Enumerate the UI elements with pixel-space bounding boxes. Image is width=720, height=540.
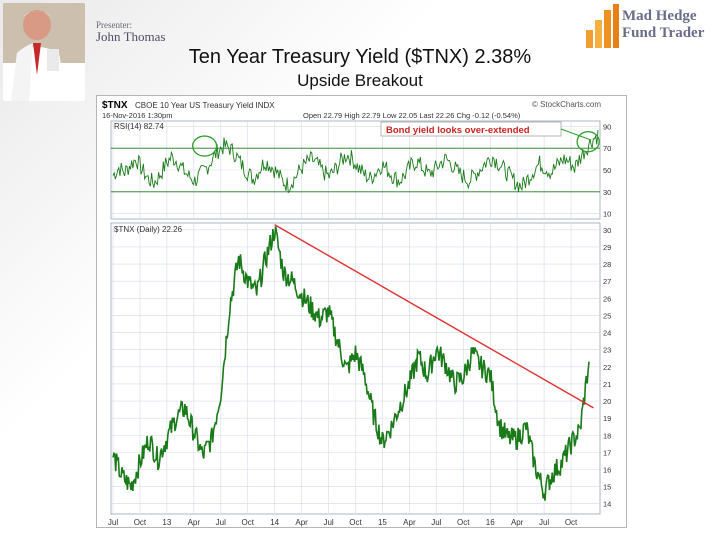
presenter-photo (3, 3, 85, 101)
mad-hedge-logo: Mad Hedge Fund Trader (584, 2, 718, 50)
price-y-tick-label: 28 (603, 260, 611, 269)
price-y-tick-label: 21 (603, 380, 611, 389)
rsi-y-tick-label: 10 (603, 210, 611, 219)
rsi-annotation-circle-2013 (191, 135, 218, 157)
x-tick-label: Jul (216, 518, 226, 527)
annotation-text: Bond yield looks over-extended (386, 125, 530, 136)
slide-title: Ten Year Treasury Yield ($TNX) 2.38% (188, 46, 532, 68)
rsi-annotation-circle-2016 (576, 131, 600, 153)
rsi-layer (112, 130, 600, 194)
grid-layer (111, 121, 600, 514)
header-symbol: $TNX (102, 100, 128, 111)
logo-line-1: Mad Hedge (622, 8, 697, 24)
price-y-tick-label: 15 (603, 483, 611, 492)
x-tick-label: Oct (349, 518, 362, 527)
annotation-pointer (560, 128, 592, 141)
price-layer (112, 224, 594, 501)
axis-layer: Jul Oct 13 Apr Jul Oct 14 Apr Jul Oct 15 Apr Jul Oct 1… (108, 122, 611, 527)
slide-subtitle: Upside Breakout (297, 71, 423, 90)
rsi-y-tick-label: 30 (603, 188, 611, 197)
x-tick-label: Jul (323, 518, 333, 527)
price-y-tick-label: 14 (603, 500, 611, 509)
x-tick-label: Apr (403, 518, 416, 527)
price-y-tick-label: 20 (603, 397, 611, 406)
x-tick-label: Jul (539, 518, 549, 527)
price-y-tick-label: 26 (603, 294, 611, 303)
x-tick-label: Jul (108, 518, 118, 527)
x-tick-label: Oct (457, 518, 470, 527)
x-tick-label: Oct (241, 518, 254, 527)
x-tick-label: Apr (511, 518, 524, 527)
rsi-y-tick-label: 90 (603, 122, 611, 131)
price-y-tick-label: 30 (603, 226, 611, 235)
price-series-line (112, 226, 590, 501)
rsi-y-tick-label: 70 (603, 144, 611, 153)
tnx-chart: $TNX CBOE 10 Year US Treasury Yield INDX… (102, 100, 611, 527)
price-y-tick-label: 22 (603, 363, 611, 372)
x-tick-label: Oct (134, 518, 147, 527)
price-y-tick-label: 24 (603, 329, 611, 338)
price-y-tick-label: 25 (603, 311, 611, 320)
price-y-tick-label: 16 (603, 465, 611, 474)
x-tick-label: 16 (486, 518, 495, 527)
price-y-tick-label: 19 (603, 414, 611, 423)
x-tick-label: Oct (565, 518, 578, 527)
presenter-portrait-icon (3, 3, 85, 101)
price-y-tick-label: 23 (603, 346, 611, 355)
price-y-tick-label: 17 (603, 448, 611, 457)
price-y-tick-label: 29 (603, 243, 611, 252)
header-description: CBOE 10 Year US Treasury Yield INDX (135, 101, 275, 110)
price-panel-label: $TNX (Daily) 22.26 (114, 225, 183, 234)
header-datetime: 16-Nov-2016 1:30pm (102, 111, 172, 120)
bar-chart-logo-icon (586, 4, 619, 48)
x-tick-label: 15 (378, 518, 387, 527)
rsi-series-line (112, 130, 599, 194)
x-tick-label: Apr (188, 518, 201, 527)
presenter-name: John Thomas (96, 29, 166, 44)
presenter-label: Presenter: (96, 20, 132, 30)
price-y-tick-label: 18 (603, 431, 611, 440)
logo-line-2: Fund Trader (622, 25, 705, 41)
rsi-y-tick-label: 50 (603, 166, 611, 175)
stockcharts-frame: $TNX CBOE 10 Year US Treasury Yield INDX… (96, 95, 627, 528)
rsi-panel-label: RSI(14) 82.74 (114, 122, 164, 131)
x-tick-label: Apr (295, 518, 308, 527)
x-tick-label: 14 (270, 518, 279, 527)
header-watermark: © StockCharts.com (532, 100, 601, 109)
x-tick-label: Jul (431, 518, 441, 527)
downtrend-line (274, 224, 594, 409)
x-tick-label: 13 (162, 518, 171, 527)
header-quote: Open 22.79 High 22.79 Low 22.05 Last 22.… (303, 111, 521, 120)
price-y-tick-label: 27 (603, 277, 611, 286)
